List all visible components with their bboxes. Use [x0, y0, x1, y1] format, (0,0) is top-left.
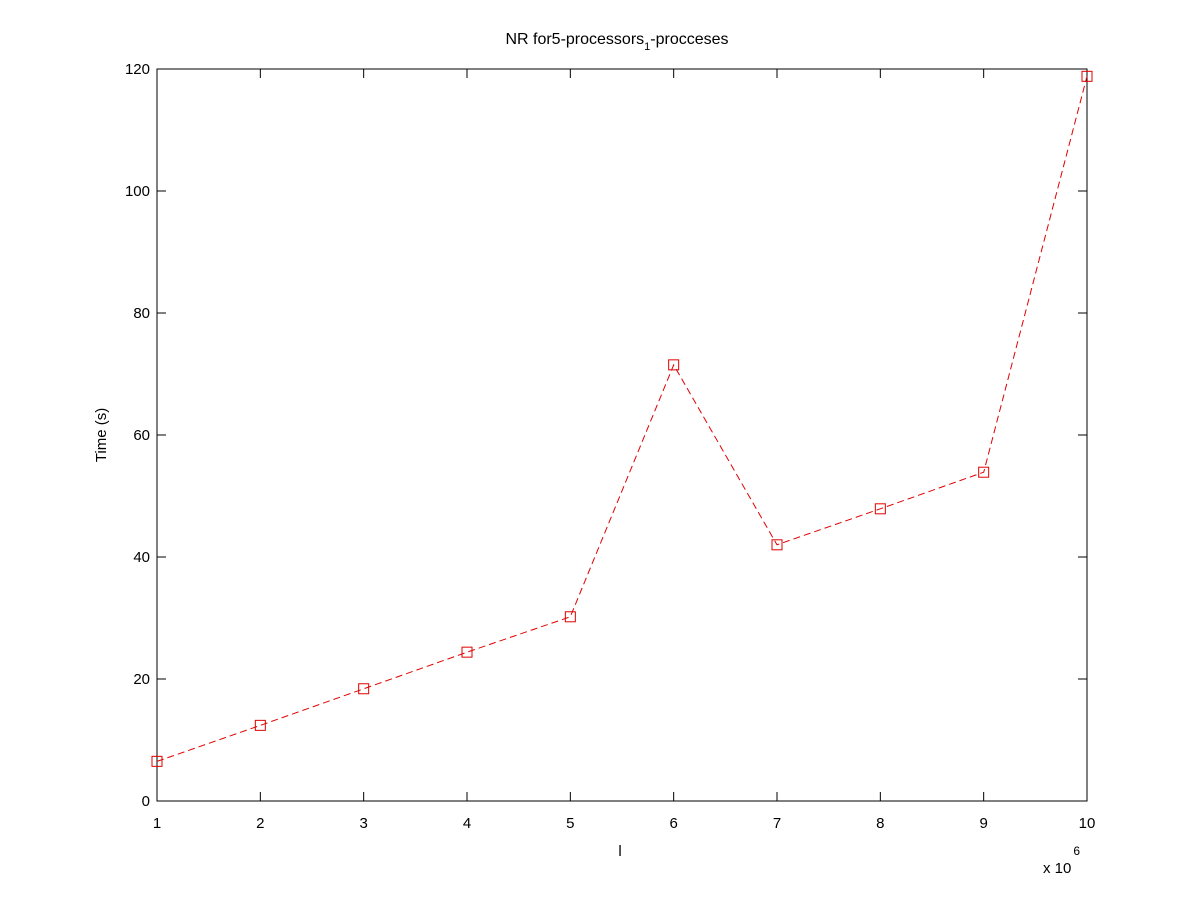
- x-tick-label: 8: [876, 815, 884, 832]
- chart-title: NR for5-processors1-procceses: [505, 31, 728, 53]
- x-tick-label: 3: [359, 815, 367, 832]
- y-tick-label: 60: [133, 427, 150, 444]
- y-tick-label: 0: [142, 793, 150, 810]
- x-tick-label: 1: [153, 815, 161, 832]
- y-tick-label: 40: [133, 549, 150, 566]
- x-axis-multiplier: x 106: [1043, 844, 1080, 877]
- x-tick-label: 6: [669, 815, 677, 832]
- x-axis-label: l: [618, 843, 621, 860]
- plot-area: [156, 68, 1088, 802]
- y-tick-label: 120: [125, 61, 150, 78]
- data-point-marker: [874, 503, 886, 515]
- chart-title-subscript: 1: [644, 41, 650, 53]
- x-tick-label: 7: [773, 815, 781, 832]
- x-axis-multiplier-base: x 10: [1043, 860, 1071, 877]
- y-tick-label: 20: [133, 671, 150, 688]
- data-point-marker: [358, 683, 370, 695]
- data-point-marker: [151, 755, 163, 767]
- y-axis-label: Time (s): [93, 408, 110, 462]
- data-point-marker: [564, 611, 576, 623]
- x-tick-label: 4: [463, 815, 471, 832]
- y-axis: 0 20 40 60 80 100 120: [125, 61, 1087, 810]
- data-point-marker: [771, 539, 783, 551]
- x-tick-label: 10: [1079, 815, 1096, 832]
- y-tick-label: 80: [133, 305, 150, 322]
- data-point-marker: [668, 359, 680, 371]
- x-tick-label: 9: [979, 815, 987, 832]
- chart-title-tail: -procceses: [650, 31, 728, 48]
- data-point-marker: [1081, 70, 1093, 82]
- x-tick-label: 5: [566, 815, 574, 832]
- data-point-marker: [461, 646, 473, 658]
- x-tick-label: 2: [256, 815, 264, 832]
- data-point-marker: [978, 466, 990, 478]
- x-axis-multiplier-exponent: 6: [1073, 844, 1080, 858]
- data-point-marker: [254, 719, 266, 731]
- y-tick-label: 100: [125, 183, 150, 200]
- series-group: [151, 70, 1093, 767]
- series-line: [156, 76, 1088, 762]
- chart-title-main: NR for5-processors: [505, 31, 644, 48]
